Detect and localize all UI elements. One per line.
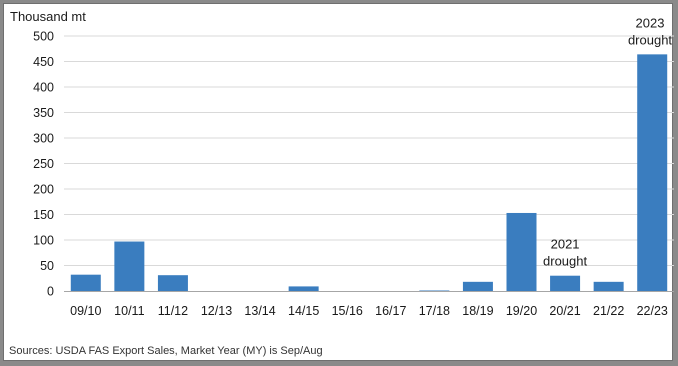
gridlines [64,35,674,266]
y-tick-label: 0 [47,285,54,299]
bar-18-19 [462,281,493,291]
y-tick-label: 50 [40,259,54,273]
x-tick-label: 18/19 [462,304,493,318]
y-axis-unit-label: Thousand mt [10,9,86,24]
y-tick-label: 200 [33,183,54,197]
chart-frame [3,3,673,361]
bar-11-12 [157,275,188,291]
bar-20-21 [550,275,581,291]
x-tick-label: 13/14 [244,304,275,318]
bar-09-10 [70,274,101,291]
annotation-label: 2023 [636,15,665,30]
y-tick-label: 100 [33,234,54,248]
x-tick-label: 22/23 [637,304,668,318]
y-tick-label: 400 [33,81,54,95]
y-tick-label: 500 [33,30,54,44]
bar-17-18 [419,290,450,291]
x-tick-label: 19/20 [506,304,537,318]
bar-22-23 [637,54,668,291]
x-tick-label: 09/10 [70,304,101,318]
x-tick-label: 21/22 [593,304,624,318]
y-tick-label: 300 [33,132,54,146]
bar-10-11 [114,241,145,291]
x-tick-label: 15/16 [332,304,363,318]
x-tick-label: 17/18 [419,304,450,318]
x-tick-label: 10/11 [114,304,144,318]
annotation-label: 2021 [551,237,580,252]
x-tick-label: 14/15 [288,304,319,318]
annotation-label: drought [543,254,587,269]
y-tick-label: 350 [33,106,54,120]
y-tick-label: 250 [33,157,54,171]
x-tick-label: 16/17 [375,304,406,318]
annotations: 2021 drought 2023 drought [543,15,672,268]
bar-14-15 [288,286,319,291]
annotation-label: drought [628,32,672,47]
y-tick-label: 150 [33,208,54,222]
bar-19-20 [506,212,537,291]
x-tick-label: 11/12 [158,304,188,318]
bars [70,54,668,291]
bar-21-22 [593,281,624,291]
source-note: Sources: USDA FAS Export Sales, Market Y… [9,345,323,357]
axes: 0 50 100 150 200 250 300 350 400 450 500 09/10 10/11… [33,30,674,318]
y-tick-label: 450 [33,55,54,69]
x-tick-label: 12/13 [201,304,232,318]
x-tick-label: 20/21 [549,304,580,318]
